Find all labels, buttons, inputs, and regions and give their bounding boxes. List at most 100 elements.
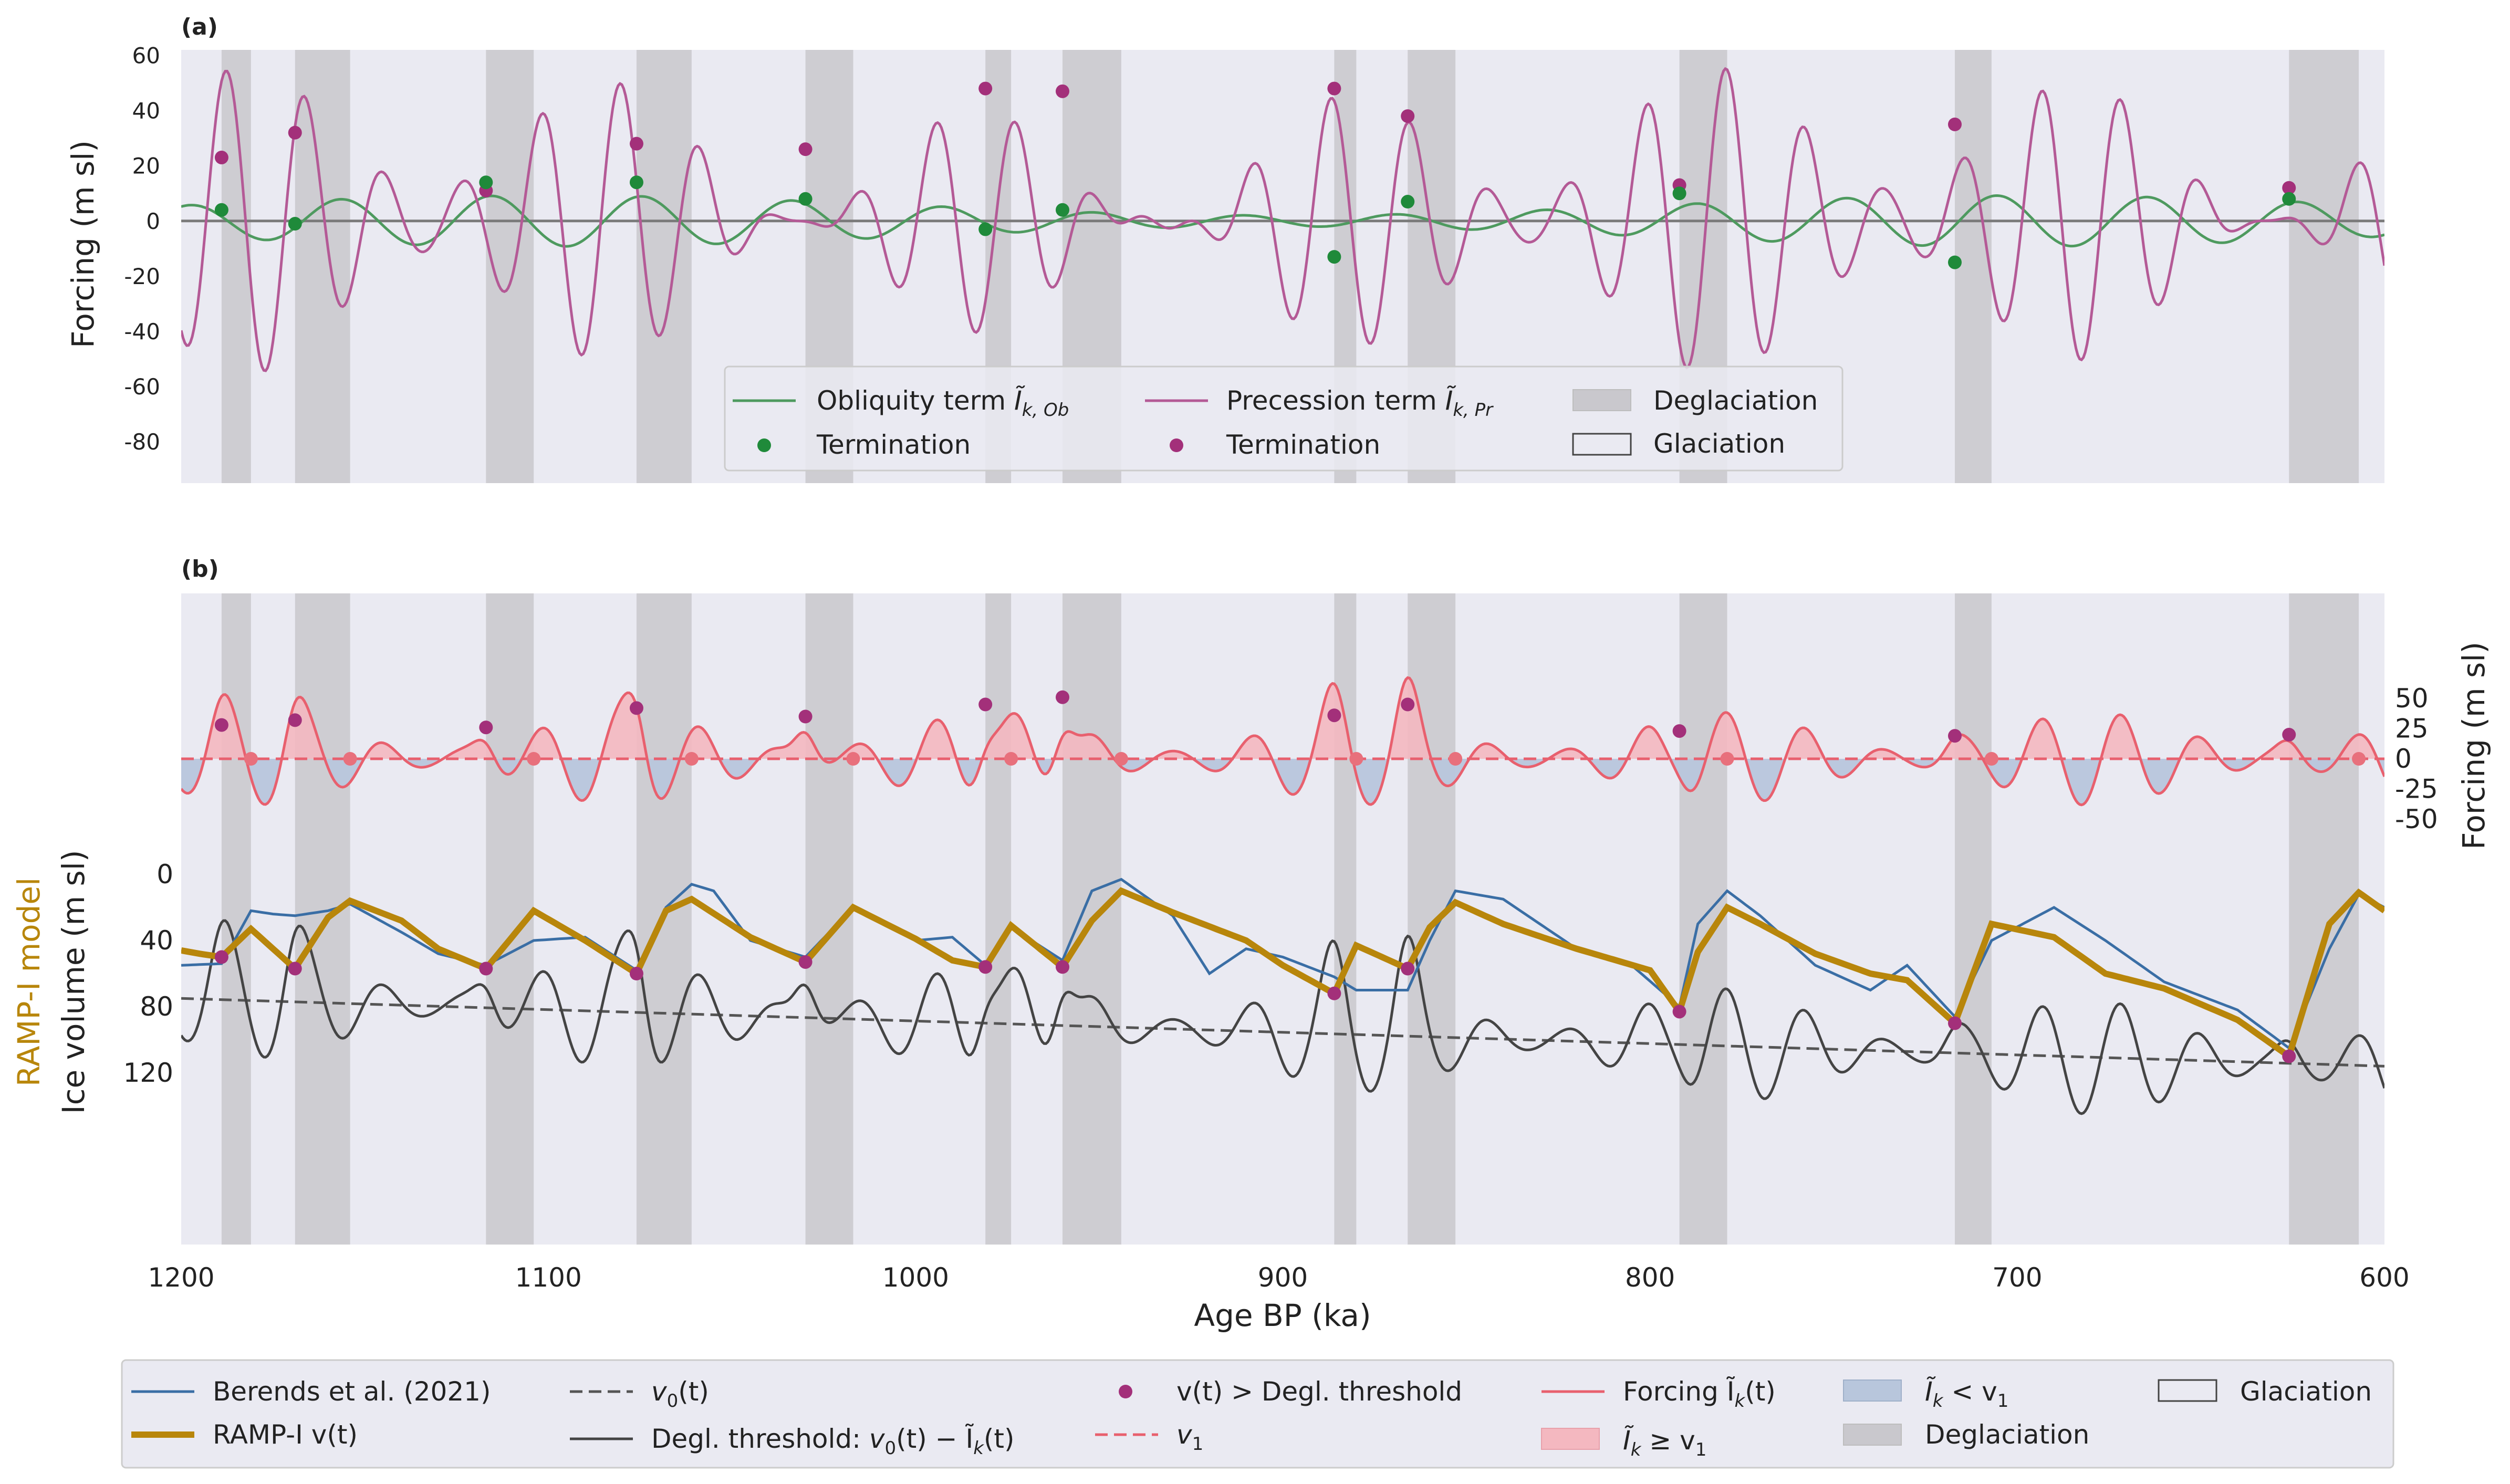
obliquity-termination-point: [479, 175, 493, 190]
forcing-termination-point: [798, 709, 813, 724]
deglaciation-band: [2289, 593, 2359, 1245]
panel-b-forcing-markers: [214, 690, 2296, 743]
precession-term-line: [181, 67, 2384, 372]
panel-a-label: (a): [181, 14, 218, 40]
panel-b-threshold-markers: [214, 950, 2296, 1063]
legend-obliquity-termination-label: Termination: [816, 430, 971, 460]
forcing-termination-point: [1672, 724, 1686, 738]
forcing-termination-point: [288, 713, 302, 727]
legend-below-v1-swatch: [1843, 1380, 1902, 1402]
panel-b-x-label: Age BP (ka): [1194, 1298, 1371, 1333]
panel-b-x-tick: 700: [1992, 1262, 2042, 1293]
panel-b-right-y-tick: 0: [2395, 744, 2412, 774]
precession-termination-point: [978, 81, 993, 96]
panel-b-y-label-right: Forcing (m sl): [2456, 642, 2492, 850]
v1-crossing-point: [1114, 752, 1128, 766]
deglaciation-band: [1954, 50, 1992, 483]
legend-precession-termination-marker: [1170, 438, 1183, 452]
bottom-legend-frame: [121, 1359, 2394, 1469]
panel-b-left-y-tick: 0: [157, 859, 173, 890]
panel-b-left-y-tick: 80: [140, 991, 173, 1022]
threshold-crossing-point: [1947, 1016, 1962, 1030]
threshold-crossing-point: [1401, 962, 1415, 976]
panel-b-left-y-ticks: 0 40 80 120: [123, 859, 173, 1088]
panel-b-x-tick: 600: [2359, 1262, 2409, 1293]
panel-a: 60 40 20 0 -20 -40 -60 -80 (a) Forcing (m sl) O…: [65, 14, 2384, 483]
v1-crossing-point: [684, 752, 699, 766]
forcing-termination-point: [1056, 690, 1069, 704]
legend-deglaciation-swatch-b: [1843, 1424, 1902, 1446]
threshold-crossing-point: [978, 960, 993, 974]
precession-termination-point: [1056, 84, 1069, 98]
panel-b-right-y-tick: 25: [2395, 714, 2429, 744]
precession-termination-point: [1327, 81, 1341, 96]
obliquity-term-line: [181, 194, 2384, 248]
panel-a-y-tick: -20: [124, 264, 160, 289]
panel-b-v1-crossing-points: [244, 752, 2366, 766]
v1-crossing-point: [846, 752, 860, 766]
legend-ramp-label: RAMP-I v(t): [213, 1419, 358, 1450]
threshold-crossing-point: [479, 962, 493, 976]
legend-glaciation-swatch: [1572, 433, 1632, 456]
legend-deglaciation-label: Deglaciation: [1653, 385, 1818, 416]
panel-a-legend-frame: [724, 365, 1844, 472]
v1-crossing-point: [1984, 752, 1998, 766]
precession-termination-point: [2282, 181, 2296, 195]
forcing-termination-point: [1401, 697, 1415, 712]
forcing-termination-point: [479, 720, 493, 735]
deglaciation-band: [2289, 50, 2359, 483]
legend-obliquity-termination-marker: [757, 438, 771, 452]
forcing-termination-point: [629, 701, 643, 715]
v1-crossing-point: [2352, 752, 2366, 766]
v1-crossing-point: [1720, 752, 1734, 766]
obliquity-termination-point: [1672, 186, 1686, 201]
legend-precession-termination-label: Termination: [1226, 430, 1380, 460]
legend-above-v1-label: Ĩk ≥ v1: [1623, 1425, 1706, 1460]
legend-precession-label: Precession term Ĩk, Pr: [1226, 385, 1494, 421]
bottom-legend: Berends et al. (2021) RAMP-I v(t) v0(t) …: [121, 1359, 2394, 1469]
obliquity-termination-point: [1327, 250, 1341, 264]
legend-below-v1-label: Ĩk < v1: [1925, 1376, 2008, 1412]
forcing-termination-point: [1327, 708, 1341, 723]
precession-termination-point: [214, 150, 228, 164]
legend-obliquity-label: Obliquity term Ĩk, Ob: [817, 385, 1069, 421]
precession-termination-point: [629, 137, 643, 151]
panel-a-y-tick: -80: [124, 429, 160, 455]
panel-a-legend: Obliquity term Ĩk, Ob Termination Preces…: [724, 365, 1844, 472]
panel-a-y-tick: 20: [132, 153, 160, 179]
legend-above-v1-swatch: [1541, 1428, 1600, 1450]
ramp-i-line: [181, 887, 2384, 1062]
forcing-termination-point: [978, 697, 993, 712]
obliquity-termination-point: [629, 175, 643, 190]
precession-termination-point: [1947, 117, 1962, 131]
panel-b-left-y-tick: 120: [123, 1058, 173, 1088]
threshold-crossing-point: [629, 967, 643, 980]
legend-glaciation-label-b: Glaciation: [2240, 1376, 2372, 1407]
threshold-crossing-point: [214, 950, 228, 964]
panel-a-termination-points: [214, 81, 2296, 269]
panel-b-x-tick: 800: [1625, 1262, 1675, 1293]
obliquity-termination-point: [288, 217, 302, 231]
legend-v1-label: v1: [1176, 1419, 1203, 1455]
panel-b-x-tick: 900: [1258, 1262, 1308, 1293]
obliquity-termination-point: [1056, 203, 1069, 217]
v0-line: [181, 997, 2384, 1068]
legend-deglaciation-label-b: Deglaciation: [1925, 1419, 2089, 1450]
panel-b-x-tick: 1100: [515, 1262, 582, 1293]
panel-a-y-ticks: 60 40 20 0 -20 -40 -60 -80: [124, 43, 160, 455]
legend-forcing-label: Forcing Ĩk(t): [1623, 1376, 1776, 1412]
v1-crossing-point: [1004, 752, 1018, 766]
panel-a-y-tick: -40: [124, 319, 160, 344]
v1-crossing-point: [527, 752, 541, 766]
panel-a-y-tick: 60: [132, 43, 160, 69]
forcing-termination-point: [214, 718, 228, 732]
obliquity-termination-point: [798, 192, 813, 206]
forcing-above-v1-fill: [181, 677, 2384, 759]
panel-b-label: (b): [181, 556, 219, 582]
v1-crossing-point: [1449, 752, 1463, 766]
panel-a-y-tick: -60: [124, 374, 160, 400]
obliquity-termination-point: [2282, 192, 2296, 206]
threshold-crossing-point: [1327, 986, 1341, 1000]
